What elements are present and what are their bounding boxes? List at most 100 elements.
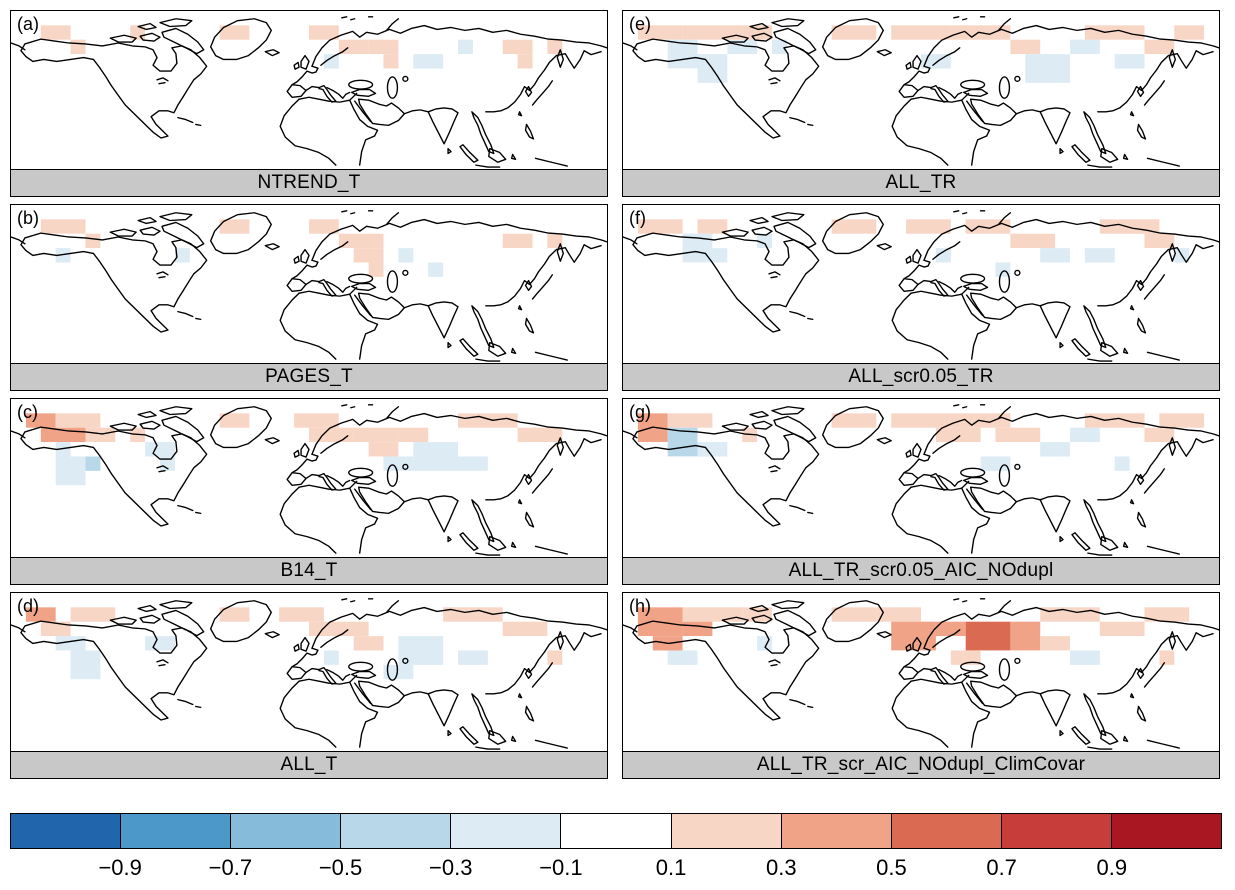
panel-letter-h: (h)	[629, 596, 651, 616]
colorbar-segment-9	[1001, 814, 1112, 848]
grid-cell	[458, 456, 488, 471]
map-area-c: (c)	[11, 399, 607, 557]
grid-cell	[383, 54, 399, 69]
colorbar-tick-−0.1: −0.1	[539, 855, 583, 880]
grid-cell	[85, 427, 116, 443]
map-svg	[623, 598, 1219, 750]
grid-cell	[1084, 413, 1145, 428]
map-area-g: (g)	[623, 399, 1219, 557]
grid-cell	[742, 25, 772, 40]
panel-grid: (a) NTREND_T (b) PAGES_T (c) B14_T (d) ALL_T (e)…	[10, 10, 1222, 779]
grid-cell	[40, 25, 71, 40]
map-area-d: (d)	[11, 593, 607, 751]
colorbar-bar	[10, 813, 1222, 849]
map-panel-g: (g) ALL_TR_scr0.05_AIC_NOdupl	[622, 398, 1220, 585]
colorbar-tick-0.5: 0.5	[876, 855, 907, 880]
colorbar-segment-10	[1111, 814, 1222, 848]
map-panel-h: (h) ALL_TR_scr_AIC_NOdupl_ClimCovar	[622, 592, 1220, 779]
grid-cell	[1099, 621, 1145, 637]
grid-cell	[219, 25, 250, 40]
grid-cell	[935, 248, 951, 263]
grid-cell	[1070, 650, 1100, 665]
panel-caption-f: ALL_scr0.05_TR	[623, 363, 1219, 390]
grid-cell	[502, 39, 533, 55]
grid-cell	[502, 233, 533, 249]
grid-cell	[980, 456, 1011, 471]
map-panel-f: (f) ALL_scr0.05_TR	[622, 204, 1220, 391]
grid-cell	[697, 442, 728, 457]
grid-cell	[757, 233, 772, 249]
grid-cell	[1144, 233, 1175, 249]
grid-cell	[323, 650, 339, 665]
map-panel-a: (a) NTREND_T	[10, 10, 608, 197]
panel-caption-e: ALL_TR	[623, 169, 1219, 196]
grid-cell	[145, 442, 175, 457]
colorbar-tick-−0.7: −0.7	[208, 855, 253, 880]
map-svg	[623, 210, 1219, 362]
grid-cell	[1159, 413, 1205, 428]
grid-cell	[950, 650, 981, 665]
colorbar: −0.9 −0.7 −0.5 −0.3 −0.1 0.1 0.3 0.5 0.7 0.9	[10, 813, 1222, 887]
grid-cell	[55, 442, 71, 457]
grid-cell	[55, 456, 86, 486]
grid-cell	[742, 607, 772, 622]
colorbar-segment-8	[891, 814, 1002, 848]
grid-cell	[547, 233, 563, 249]
grid-cell	[1025, 54, 1070, 83]
map-area-f: (f)	[623, 205, 1219, 363]
grid-cell	[1040, 248, 1070, 263]
panel-caption-a: NTREND_T	[11, 169, 607, 196]
grid-cell	[682, 621, 713, 637]
grid-cell	[219, 219, 250, 234]
grid-cell	[876, 607, 921, 622]
grid-cell	[368, 39, 399, 55]
colorbar-segment-4	[451, 814, 562, 848]
map-area-a: (a)	[11, 11, 607, 169]
grid-cell	[831, 219, 877, 234]
panel-letter-g: (g)	[629, 402, 651, 422]
grid-cell	[458, 413, 518, 428]
grid-cell	[965, 621, 1011, 651]
grid-cell	[309, 25, 339, 40]
map-svg	[623, 404, 1219, 556]
colorbar-tick-−0.3: −0.3	[429, 855, 473, 880]
grid-cell	[1070, 427, 1100, 443]
panel-caption-h: ALL_TR_scr_AIC_NOdupl_ClimCovar	[623, 751, 1219, 778]
grid-cell	[383, 664, 414, 680]
grid-cell	[338, 39, 369, 55]
map-panel-d: (d) ALL_T	[10, 592, 608, 779]
map-area-e: (e)	[623, 11, 1219, 169]
grid-cell	[219, 413, 250, 428]
grid-cell	[637, 219, 683, 234]
grid-cell	[667, 427, 698, 457]
grid-cell	[1040, 607, 1100, 622]
grid-cell	[40, 219, 86, 234]
grid-cell	[667, 650, 698, 665]
grid-cell	[995, 262, 1011, 277]
grid-cell	[145, 636, 175, 651]
grid-cell	[85, 233, 101, 249]
grid-cell	[338, 233, 384, 249]
grid-cell	[413, 442, 458, 471]
grid-cell	[70, 39, 86, 55]
grid-cell	[368, 262, 384, 277]
grid-cell	[1010, 39, 1041, 55]
grid-cell	[891, 413, 951, 428]
colorbar-tick-0.3: 0.3	[765, 855, 797, 880]
grid-cell	[1114, 456, 1130, 471]
grid-cell	[1114, 54, 1145, 69]
map-svg	[11, 598, 607, 750]
grid-cell	[40, 621, 71, 637]
grid-cell	[547, 650, 563, 665]
grid-cell	[70, 607, 116, 622]
grid-cell	[279, 607, 324, 622]
grid-cell	[637, 25, 683, 40]
grid-cell	[667, 413, 713, 428]
map-svg	[11, 404, 607, 556]
grid-cell	[368, 442, 399, 457]
grid-cell	[1010, 233, 1056, 249]
map-svg	[623, 16, 1219, 168]
grid-cell	[891, 25, 951, 40]
grid-cell	[1159, 650, 1175, 665]
grid-cell	[428, 262, 444, 277]
